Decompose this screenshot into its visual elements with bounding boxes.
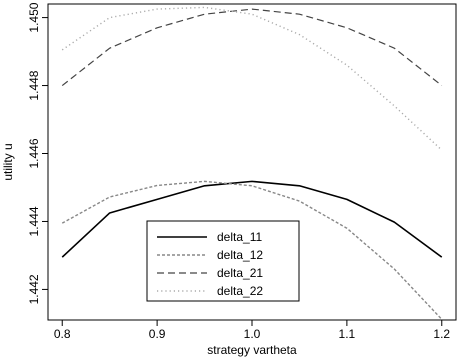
x-tick-label: 1.2 bbox=[433, 327, 450, 341]
series-line-1 bbox=[61, 180, 443, 258]
x-tick-label: 1.0 bbox=[244, 327, 261, 341]
series-layer bbox=[61, 6, 443, 320]
legend-box bbox=[146, 220, 300, 302]
axes-layer: 0.8 0.9 1.0 1.1 1.2 1.442 1.444 1.446 1.448 1.450 bbox=[27, 2, 450, 341]
legend: delta_11 delta_12 delta_21 delta_22 bbox=[146, 220, 300, 302]
y-tick-label: 1.442 bbox=[27, 274, 41, 304]
legend-label-1: delta_11 bbox=[217, 230, 262, 244]
x-axis-label: strategy vartheta bbox=[207, 343, 297, 357]
legend-label-4: delta_22 bbox=[217, 284, 263, 298]
series-line-3 bbox=[61, 8, 443, 87]
legend-label-3: delta_21 bbox=[217, 266, 263, 280]
series-line-2 bbox=[61, 180, 443, 320]
y-tick-label: 1.446 bbox=[27, 138, 41, 168]
y-tick-label: 1.444 bbox=[27, 206, 41, 236]
y-tick-label: 1.450 bbox=[27, 2, 41, 32]
x-tick-label: 0.9 bbox=[149, 327, 166, 341]
series-line-4 bbox=[61, 6, 443, 151]
legend-label-2: delta_12 bbox=[217, 248, 263, 262]
y-tick-label: 1.448 bbox=[27, 70, 41, 100]
x-tick-label: 1.1 bbox=[339, 327, 356, 341]
y-axis-label: utility u bbox=[1, 143, 15, 180]
x-tick-label: 0.8 bbox=[54, 327, 71, 341]
